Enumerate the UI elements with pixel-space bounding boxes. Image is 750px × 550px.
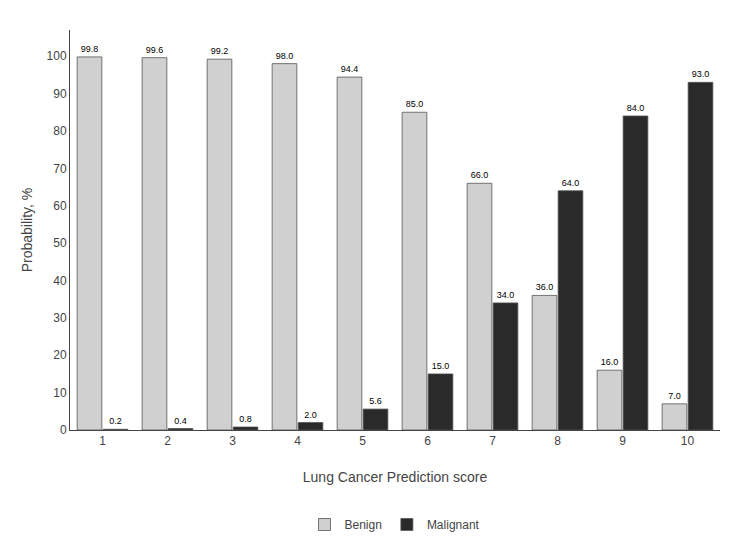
svg-text:16.0: 16.0 xyxy=(601,357,619,367)
svg-text:84.0: 84.0 xyxy=(627,103,645,113)
svg-text:10: 10 xyxy=(53,386,67,400)
svg-text:99.8: 99.8 xyxy=(81,44,99,54)
svg-text:Benign: Benign xyxy=(345,518,382,532)
svg-text:15.0: 15.0 xyxy=(432,361,450,371)
svg-text:Malignant: Malignant xyxy=(427,518,480,532)
svg-text:98.0: 98.0 xyxy=(276,51,294,61)
svg-text:34.0: 34.0 xyxy=(497,290,515,300)
svg-text:1: 1 xyxy=(99,434,106,448)
svg-text:0: 0 xyxy=(60,423,67,437)
svg-text:36.0: 36.0 xyxy=(536,282,554,292)
svg-text:99.2: 99.2 xyxy=(211,46,229,56)
svg-text:90: 90 xyxy=(53,87,67,101)
svg-text:Probability, %: Probability, % xyxy=(19,188,35,273)
svg-text:0.2: 0.2 xyxy=(109,416,122,426)
svg-text:93.0: 93.0 xyxy=(692,69,710,79)
svg-text:94.4: 94.4 xyxy=(341,64,359,74)
svg-text:50: 50 xyxy=(53,236,67,250)
svg-text:99.6: 99.6 xyxy=(146,45,164,55)
svg-text:9: 9 xyxy=(619,434,626,448)
svg-text:5.6: 5.6 xyxy=(369,396,382,406)
svg-text:6: 6 xyxy=(424,434,431,448)
svg-text:70: 70 xyxy=(53,162,67,176)
svg-text:5: 5 xyxy=(359,434,366,448)
svg-text:66.0: 66.0 xyxy=(471,170,489,180)
svg-text:4: 4 xyxy=(294,434,301,448)
svg-text:100: 100 xyxy=(47,49,67,63)
svg-text:7: 7 xyxy=(489,434,496,448)
svg-text:7.0: 7.0 xyxy=(668,391,681,401)
svg-text:60: 60 xyxy=(53,199,67,213)
svg-text:20: 20 xyxy=(53,348,67,362)
svg-text:0.8: 0.8 xyxy=(239,414,252,424)
svg-text:64.0: 64.0 xyxy=(562,178,580,188)
svg-text:2: 2 xyxy=(164,434,171,448)
svg-text:3: 3 xyxy=(229,434,236,448)
svg-text:8: 8 xyxy=(554,434,561,448)
svg-text:80: 80 xyxy=(53,124,67,138)
svg-text:2.0: 2.0 xyxy=(304,410,317,420)
svg-text:0.4: 0.4 xyxy=(174,416,187,426)
svg-text:40: 40 xyxy=(53,274,67,288)
svg-text:85.0: 85.0 xyxy=(406,99,424,109)
svg-text:30: 30 xyxy=(53,311,67,325)
svg-text:10: 10 xyxy=(681,434,695,448)
svg-text:Lung Cancer Prediction score: Lung Cancer Prediction score xyxy=(303,469,488,485)
